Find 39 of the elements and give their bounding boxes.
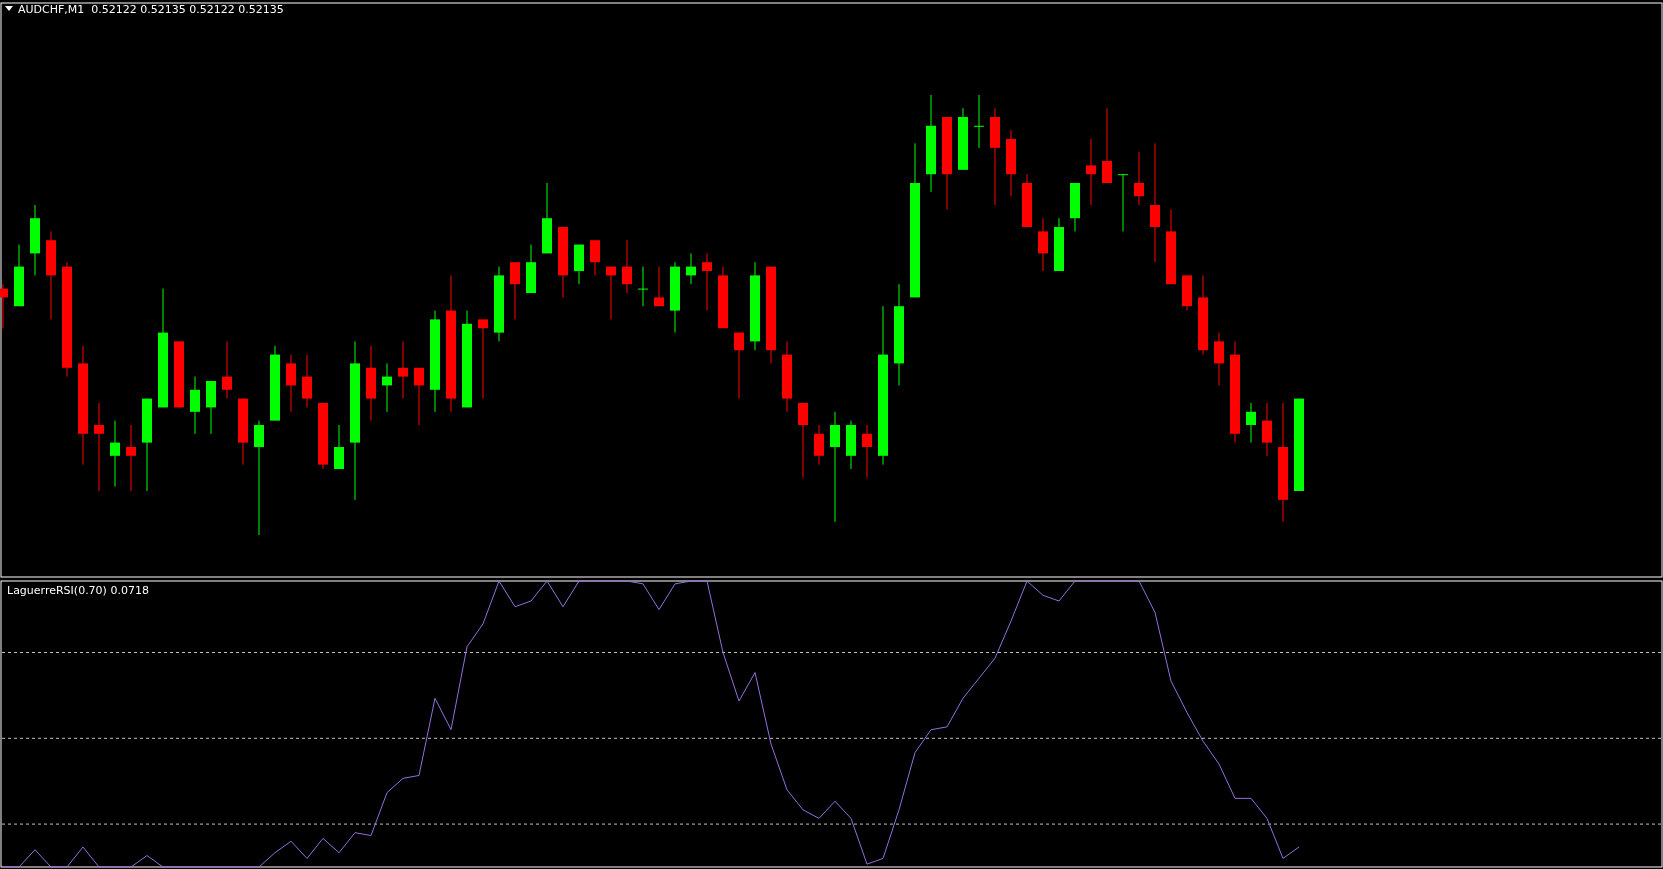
candlestick bbox=[654, 266, 664, 307]
candlestick bbox=[126, 424, 136, 492]
candlestick bbox=[1086, 138, 1096, 206]
chart-title: LaguerreRSI(0.70) 0.0718 bbox=[7, 584, 149, 597]
candlestick bbox=[510, 261, 520, 320]
candlestick bbox=[606, 266, 616, 320]
candlestick bbox=[686, 252, 696, 285]
candlestick bbox=[414, 367, 424, 426]
candlestick bbox=[94, 402, 104, 492]
candlestick bbox=[1246, 402, 1256, 444]
candlestick bbox=[254, 420, 264, 536]
candlestick bbox=[590, 239, 600, 276]
candlestick bbox=[1262, 402, 1272, 457]
candlestick bbox=[110, 420, 120, 488]
candlestick bbox=[398, 340, 408, 400]
candlestick bbox=[1038, 217, 1048, 272]
candlestick bbox=[974, 94, 984, 149]
candlestick bbox=[302, 354, 312, 408]
candlestick bbox=[334, 424, 344, 470]
candlestick bbox=[622, 239, 632, 294]
candlestick bbox=[1150, 142, 1160, 263]
candlestick bbox=[1118, 173, 1128, 232]
candlestick bbox=[702, 252, 712, 312]
candlestick bbox=[814, 424, 824, 466]
candlestick bbox=[286, 354, 296, 413]
candlestick bbox=[1214, 332, 1224, 386]
candlestick bbox=[0, 283, 8, 329]
candlestick bbox=[830, 411, 840, 523]
candlestick bbox=[734, 332, 744, 400]
candlestick bbox=[862, 424, 872, 479]
candlestick bbox=[1134, 151, 1144, 206]
chart-title: AUDCHF,M1 0.52122 0.52135 0.52122 0.52135 bbox=[18, 3, 284, 16]
candlestick bbox=[190, 376, 200, 435]
candlestick bbox=[798, 402, 808, 479]
candlestick bbox=[382, 362, 392, 413]
candlestick bbox=[222, 340, 232, 400]
candlestick bbox=[478, 318, 488, 400]
candlestick bbox=[1102, 107, 1112, 184]
candlestick bbox=[638, 266, 648, 307]
